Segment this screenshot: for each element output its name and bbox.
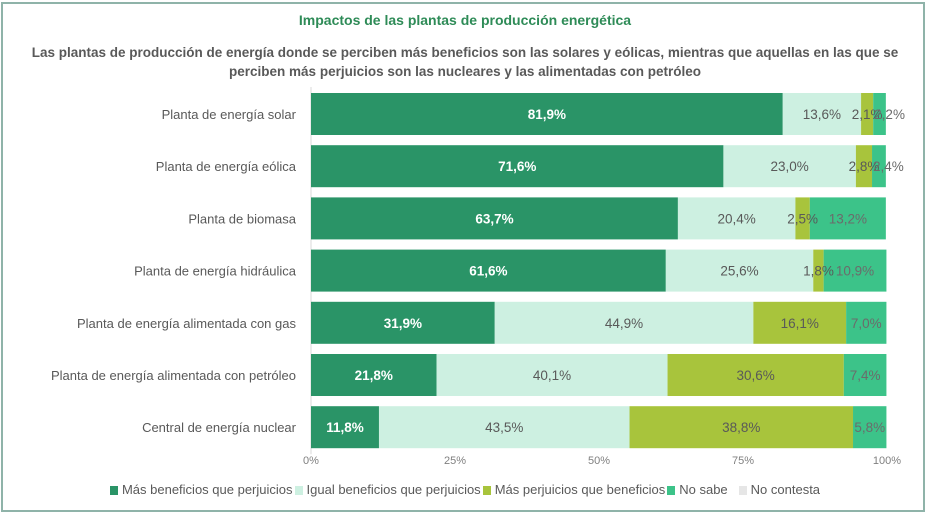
bar-segment-igual-beneficios-que-perjuicios bbox=[378, 406, 630, 449]
data-label: 30,6% bbox=[737, 368, 775, 383]
x-tick-label: 0% bbox=[303, 455, 319, 467]
bar-segment-no-sabe bbox=[823, 249, 887, 292]
bar-segment-no-sabe bbox=[846, 301, 887, 344]
data-label: 31,9% bbox=[384, 316, 422, 331]
data-label: 2,5% bbox=[787, 211, 818, 226]
data-label: 40,1% bbox=[533, 368, 571, 383]
data-label: 11,8% bbox=[326, 420, 364, 435]
bar-segment-no-sabe bbox=[872, 145, 886, 188]
legend-label: Más beneficios que perjuicios bbox=[121, 482, 293, 497]
legend-swatch bbox=[482, 486, 491, 495]
data-label: 38,8% bbox=[722, 420, 760, 435]
bar-segment-m-s-beneficios-que-perjuicios bbox=[311, 406, 379, 449]
data-label: 23,0% bbox=[771, 159, 809, 174]
bar-segment-igual-beneficios-que-perjuicios bbox=[782, 93, 862, 135]
data-label: 61,6% bbox=[469, 264, 507, 279]
bar-segment-igual-beneficios-que-perjuicios bbox=[494, 301, 754, 344]
bar-segment-m-s-perjuicios-que-beneficios bbox=[753, 301, 847, 344]
data-label: 20,4% bbox=[718, 211, 756, 226]
x-tick-label: 50% bbox=[588, 455, 610, 467]
bar-segment-m-s-beneficios-que-perjuicios bbox=[311, 145, 724, 188]
bar-segment-igual-beneficios-que-perjuicios bbox=[436, 354, 668, 396]
bar-segment-m-s-perjuicios-que-beneficios bbox=[667, 354, 844, 396]
bar-segment-m-s-perjuicios-que-beneficios bbox=[855, 145, 873, 188]
bar-segment-m-s-perjuicios-que-beneficios bbox=[861, 93, 874, 135]
bar-segment-m-s-beneficios-que-perjuicios bbox=[311, 197, 678, 240]
legend-swatch bbox=[109, 486, 118, 495]
data-label: 7,4% bbox=[850, 368, 881, 383]
category-label: Central de energía nuclear bbox=[142, 420, 297, 435]
bar-segment-m-s-perjuicios-que-beneficios bbox=[795, 197, 810, 240]
legend-swatch bbox=[738, 486, 747, 495]
data-label: 2,2% bbox=[874, 107, 905, 122]
bar-segment-igual-beneficios-que-perjuicios bbox=[677, 197, 796, 240]
data-label: 43,5% bbox=[485, 420, 523, 435]
chart-title: Impactos de las plantas de producción en… bbox=[298, 12, 632, 28]
category-label: Planta de energía solar bbox=[162, 107, 297, 122]
legend-swatch bbox=[294, 486, 303, 495]
data-label: 2,1% bbox=[852, 107, 883, 122]
data-label: 7,0% bbox=[851, 316, 882, 331]
data-label: 10,9% bbox=[836, 264, 874, 279]
data-label: 16,1% bbox=[781, 316, 819, 331]
legend-swatch bbox=[667, 486, 676, 495]
data-label: 25,6% bbox=[720, 264, 758, 279]
data-label: 21,8% bbox=[355, 368, 393, 383]
data-label: 71,6% bbox=[498, 159, 536, 174]
legend-item: No contesta bbox=[738, 482, 821, 497]
data-label: 13,6% bbox=[803, 107, 841, 122]
legend-label: No sabe bbox=[679, 482, 728, 497]
data-label: 5,8% bbox=[854, 420, 885, 435]
legend-label: No contesta bbox=[750, 482, 821, 497]
bar-segment-m-s-beneficios-que-perjuicios bbox=[311, 301, 495, 344]
data-label: 13,2% bbox=[829, 211, 867, 226]
bar-segment-no-sabe bbox=[873, 93, 886, 135]
x-tick-label: 100% bbox=[873, 455, 901, 467]
legend-label: Igual beneficios que perjuicios bbox=[306, 482, 481, 497]
data-label: 44,9% bbox=[605, 316, 643, 331]
x-tick-label: 75% bbox=[732, 455, 754, 467]
bar-segment-igual-beneficios-que-perjuicios bbox=[723, 145, 856, 188]
category-label: Planta de biomasa bbox=[188, 211, 296, 226]
bar-segment-m-s-beneficios-que-perjuicios bbox=[311, 354, 437, 396]
data-label: 81,9% bbox=[528, 107, 566, 122]
data-label: 2,8% bbox=[849, 159, 880, 174]
bar-segment-m-s-beneficios-que-perjuicios bbox=[311, 249, 666, 292]
legend-item: No sabe bbox=[667, 482, 728, 497]
legend-item: Igual beneficios que perjuicios bbox=[294, 482, 481, 497]
category-label: Planta de energía alimentada con petróle… bbox=[51, 368, 296, 383]
bar-segment-no-sabe bbox=[853, 406, 887, 449]
data-label: 1,8% bbox=[803, 264, 834, 279]
chart-subtitle: Las plantas de producción de energía don… bbox=[31, 45, 899, 79]
category-label: Planta de energía alimentada con gas bbox=[77, 316, 296, 331]
bar-segment-no-sabe bbox=[809, 197, 886, 240]
legend-item: Más beneficios que perjuicios bbox=[109, 482, 293, 497]
x-tick-label: 25% bbox=[444, 455, 466, 467]
bar-segment-igual-beneficios-que-perjuicios bbox=[665, 249, 814, 292]
bar-segment-no-sabe bbox=[843, 354, 887, 396]
bar-segment-m-s-beneficios-que-perjuicios bbox=[311, 93, 783, 135]
category-label: Planta de energía eólica bbox=[156, 159, 297, 174]
bar-segment-m-s-perjuicios-que-beneficios bbox=[629, 406, 854, 449]
data-label: 63,7% bbox=[475, 211, 513, 226]
legend-label: Más perjuicios que beneficios bbox=[494, 482, 666, 497]
category-label: Planta de energía hidráulica bbox=[134, 264, 297, 279]
chart-legend: Más beneficios que perjuicios Igual benef… bbox=[0, 482, 930, 497]
legend-item: Más perjuicios que beneficios bbox=[482, 482, 666, 497]
bar-segment-m-s-perjuicios-que-beneficios bbox=[813, 249, 824, 292]
data-label: 2,4% bbox=[873, 159, 904, 174]
